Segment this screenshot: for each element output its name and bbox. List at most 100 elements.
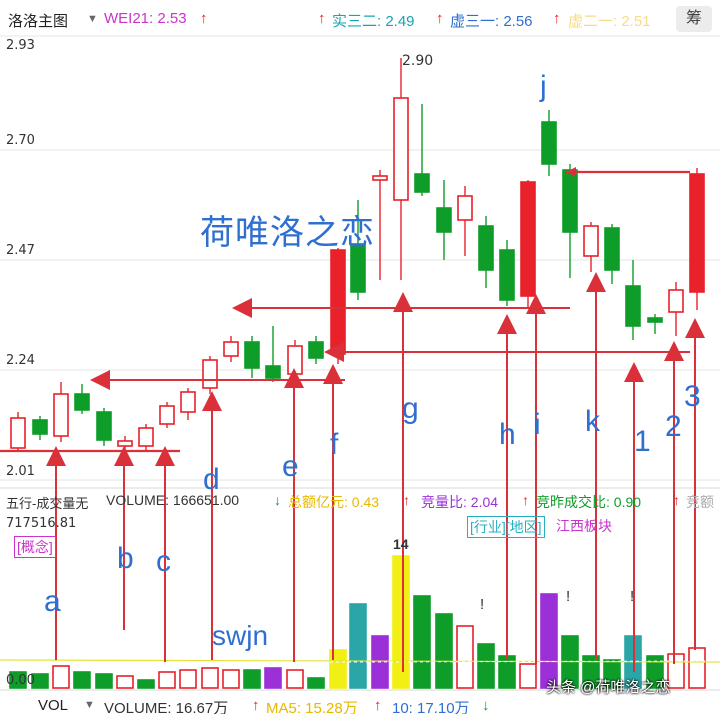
bottom-ma10-arrow-icon: ↓ <box>482 697 490 714</box>
volume-bar <box>31 673 49 689</box>
volume-panel-title[interactable]: 五行-成交量无 <box>6 496 89 511</box>
shisan-value: 实三二: 2.49 <box>332 13 415 30</box>
annotation-b: b <box>117 542 134 575</box>
vol-tab[interactable]: VOL <box>38 697 69 714</box>
bottom-ma10: 10: 17.10万 <box>392 700 470 714</box>
volume-bar <box>73 671 91 689</box>
exclamation-mark: ! <box>630 588 635 605</box>
volume-bar <box>477 643 495 689</box>
faded-indicator: 虚二一: 2.51 <box>568 13 651 30</box>
chart-title[interactable]: 洛洛主图 <box>8 13 69 30</box>
volume-bar <box>519 663 537 689</box>
annotation-e: e <box>282 450 299 483</box>
amount-value: 总额亿元: 0.43 <box>288 494 380 510</box>
candle-body <box>647 317 663 323</box>
candle-body <box>244 341 260 369</box>
bottom-ma5-arrow-icon: ↑ <box>374 697 382 714</box>
volume-value: VOLUME: 166651.00 <box>106 492 240 508</box>
ratio-arrow-icon: ↑ <box>522 492 529 508</box>
wei21-value: WEI21: 2.53 <box>104 10 187 27</box>
bottom-volume-arrow-icon: ↑ <box>252 697 260 714</box>
volume-bar <box>582 655 600 689</box>
candlesticks <box>10 58 705 452</box>
volume-arrow-icon: ↓ <box>274 492 281 508</box>
annotation-g: g <box>402 392 419 425</box>
candle-body <box>287 345 303 375</box>
price-tick-2-24: 2.24 <box>6 353 35 368</box>
annotation-j: j <box>540 70 547 103</box>
annotation-a: a <box>44 585 61 618</box>
amount-arrow-icon: ↑ <box>403 492 410 508</box>
volume-bar <box>243 669 261 689</box>
candle-body <box>223 341 239 357</box>
chip-button[interactable]: 筹 <box>676 6 712 32</box>
candle-body <box>372 175 388 181</box>
bid-ratio-value: 竞昨成交比: 0.90 <box>536 494 642 510</box>
candle-body <box>350 243 366 293</box>
volume-bar <box>9 671 27 689</box>
volume-bar <box>540 593 558 689</box>
candle-body <box>117 440 133 447</box>
price-tick-2-93: 2.93 <box>6 38 35 53</box>
candle-body <box>330 249 346 355</box>
volume-bar <box>456 625 474 689</box>
concept-tag[interactable]: [概念] <box>14 536 56 558</box>
arrow-head <box>566 167 576 177</box>
annotation-swjn: swjn <box>212 620 269 651</box>
candle-body <box>668 289 684 313</box>
volume-bar <box>307 677 325 689</box>
credit-watermark: 头条 @荷唯洛之恋 <box>546 679 671 696</box>
volume-bar <box>116 675 134 689</box>
annotation-overlay <box>0 167 705 672</box>
volume-bar <box>349 603 367 689</box>
cut-label: 竞额 <box>686 494 714 510</box>
xusan-value: 虚三一: 2.56 <box>450 13 533 30</box>
candle-body <box>10 417 26 449</box>
ma-line <box>0 660 720 664</box>
volume-bar <box>413 595 431 689</box>
annotation-3: 3 <box>684 380 701 413</box>
candle-body <box>393 97 409 201</box>
bid-ratio-arrow-icon: ↑ <box>673 492 680 508</box>
volume-bar <box>264 667 282 689</box>
volume-bar <box>286 669 304 689</box>
industry-tag[interactable]: [行业][地区] <box>467 516 545 538</box>
candle-body <box>689 173 705 293</box>
peak-volume-label: 14 <box>393 536 409 552</box>
candle-body <box>308 341 324 359</box>
candle-body <box>53 393 69 437</box>
watermark-text: 荷唯洛之恋 <box>200 214 375 252</box>
volume-axis-top: 717516.81 <box>6 516 77 531</box>
exclamation-mark: ! <box>566 588 571 605</box>
candle-body <box>583 225 599 257</box>
vol-tab-chevron-icon[interactable]: ▼ <box>84 699 95 711</box>
shisan-arrow-icon: ↑ <box>318 10 326 27</box>
region-tag[interactable]: 江西板块 <box>556 518 612 534</box>
volume-bar <box>667 653 685 689</box>
annotation-2: 2 <box>665 410 682 443</box>
volume-bar <box>646 655 664 689</box>
volume-bar <box>392 555 410 689</box>
xusan-arrow-icon: ↑ <box>553 10 561 27</box>
shisan-up-icon: ↑ <box>436 10 444 27</box>
candle-body <box>562 169 578 233</box>
candle-body <box>202 359 218 389</box>
annotation-k: k <box>585 405 600 438</box>
volume-bar <box>603 659 621 689</box>
annotation-f: f <box>330 428 339 461</box>
volume-bar <box>435 613 453 689</box>
candle-body <box>457 195 473 221</box>
grid-lines <box>0 35 720 691</box>
candle-body <box>625 285 641 327</box>
bottom-volume: VOLUME: 16.67万 <box>104 700 229 714</box>
exclamation-mark: ! <box>480 596 485 613</box>
candle-body <box>96 411 112 441</box>
chevron-down-icon[interactable]: ▼ <box>87 13 98 25</box>
volume-bars <box>0 555 720 689</box>
wei21-arrow-icon: ↑ <box>200 10 208 27</box>
annotation-c: c <box>156 545 171 578</box>
volume-bar <box>158 671 176 689</box>
candle-body <box>520 181 536 297</box>
candle-body <box>436 207 452 233</box>
